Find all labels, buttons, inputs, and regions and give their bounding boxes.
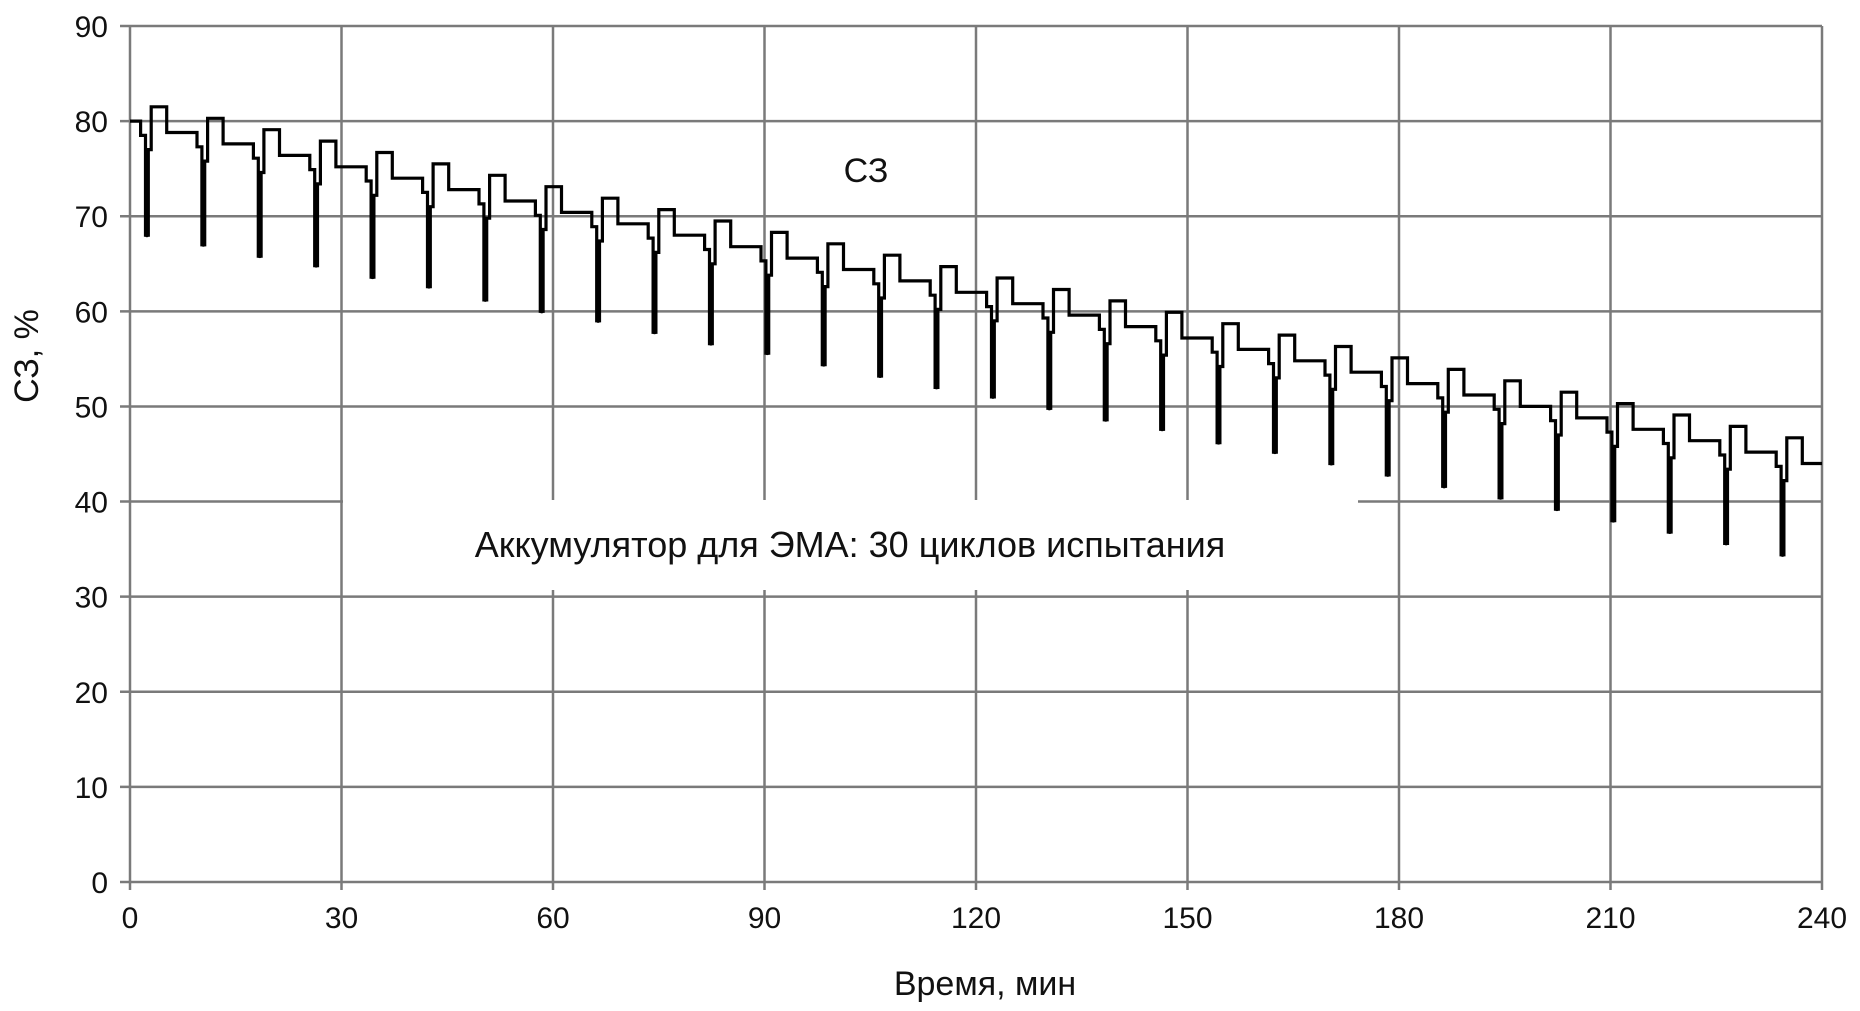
y-tick-label: 20 (75, 677, 108, 710)
y-tick-label: 0 (91, 867, 108, 900)
x-tick-label: 60 (536, 902, 569, 935)
x-tick-label: 240 (1797, 902, 1847, 935)
x-axis-title: Время, мин (894, 965, 1076, 1003)
y-axis-title: СЗ, % (8, 309, 46, 403)
soc-line (130, 105, 1822, 557)
y-tick-label: 60 (75, 296, 108, 329)
x-tick-label: 30 (325, 902, 358, 935)
y-tick-label: 40 (75, 487, 108, 520)
annotation-text: Аккумулятор для ЭМА: 30 циклов испытания (475, 524, 1225, 565)
x-tick-label: 120 (951, 902, 1001, 935)
x-tick-label: 0 (122, 902, 139, 935)
tick-labels: 0 10 20 30 40 50 60 70 80 90 0 30 60 90 120 150 180 210 24… (75, 11, 1847, 935)
x-tick-label: 180 (1374, 902, 1424, 935)
y-tick-label: 80 (75, 106, 108, 139)
y-tick-label: 10 (75, 772, 108, 805)
y-tick-label: 50 (75, 391, 108, 424)
x-tick-label: 90 (748, 902, 781, 935)
x-tick-label: 150 (1162, 902, 1212, 935)
grid (120, 24, 1824, 890)
y-tick-label: 70 (75, 201, 108, 234)
y-tick-label: 90 (75, 11, 108, 44)
x-tick-label: 210 (1585, 902, 1635, 935)
series-label: СЗ (844, 152, 889, 190)
annotation-box (343, 500, 1358, 590)
series-soc (130, 105, 1822, 557)
y-tick-label: 30 (75, 582, 108, 615)
